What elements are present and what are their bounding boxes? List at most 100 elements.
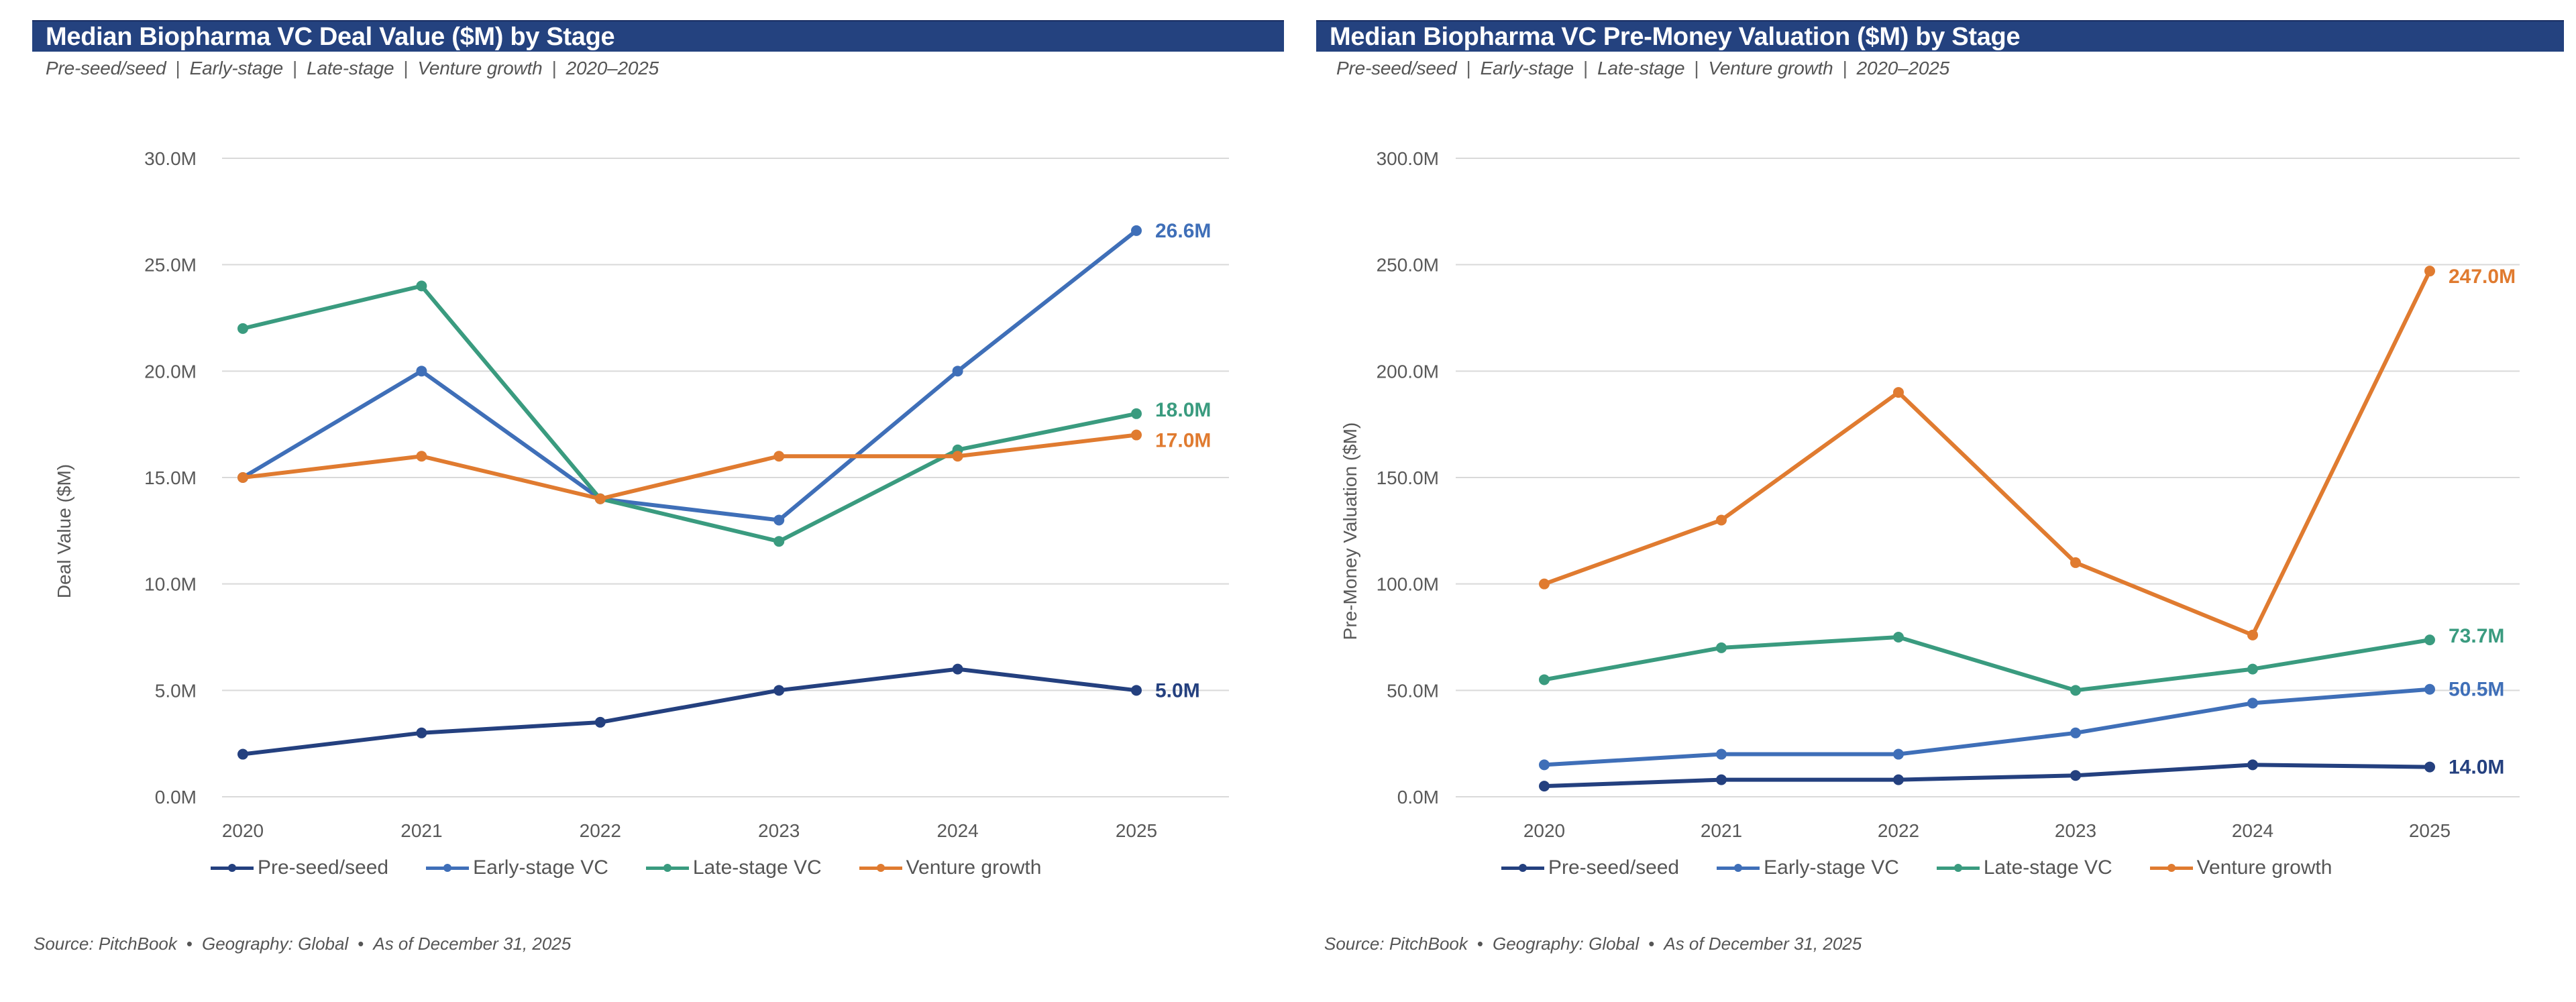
data-point[interactable] [773,536,785,547]
legend-label: Late-stage VC [1983,856,2112,879]
data-point[interactable] [773,514,785,526]
data-point[interactable] [2247,698,2258,709]
legend-label: Pre-seed/seed [1548,856,1680,879]
y-tick-label: 10.0M [144,574,197,595]
legend-item-late-stage[interactable]: Late-stage VC [645,856,822,879]
subtitle-part: Late-stage [307,58,394,78]
data-point[interactable] [237,748,248,760]
data-point[interactable] [1131,429,1142,441]
data-point[interactable] [1131,685,1142,696]
legend-item-pre-seed[interactable]: Pre-seed/seed [1501,856,1679,879]
pre-money-valuation-line-chart: 0.0M 50.0M 100.0M 150.0M 200.0M 250.0M 300.0M P… [1340,148,2520,841]
data-point[interactable] [1893,632,1904,643]
series-line-late-stage-vc[interactable] [241,284,1138,544]
end-value-label: 18.0M [1155,399,1211,421]
data-point[interactable] [416,727,427,738]
data-point[interactable] [2070,770,2081,781]
data-point[interactable] [416,366,427,377]
subtitle-part: Pre-seed/seed [1336,58,1457,78]
x-tick-label: 2021 [1701,820,1742,841]
data-point[interactable] [2070,727,2081,738]
source-note: Source: PitchBook • Geography: Global • As o… [34,934,572,954]
legend-item-late-stage[interactable]: Late-stage VC [1936,856,2112,879]
data-point[interactable] [416,280,427,292]
data-point[interactable] [2070,685,2081,696]
series-line-early-stage-vc[interactable] [1542,687,2432,767]
data-point[interactable] [2247,663,2258,675]
series-line-venture-growth[interactable] [1542,269,2432,637]
y-tick-label: 300.0M [1377,148,1439,169]
data-point[interactable] [2424,266,2435,277]
deal-value-panel: Median Biopharma VC Deal Value ($M) by S… [32,20,1284,954]
deal-value-line-chart: 0.0M 5.0M 10.0M 15.0M 20.0M 25.0M 30.0M Deal Va… [54,148,1229,841]
y-tick-label: 100.0M [1377,574,1439,595]
subtitle-part: Venture growth [1708,58,1833,78]
y-tick-label: 0.0M [155,787,197,808]
series-line-pre-seed-seed[interactable] [241,667,1138,757]
legend-item-pre-seed[interactable]: Pre-seed/seed [211,856,388,879]
legend-label: Pre-seed/seed [258,856,389,879]
data-point[interactable] [1539,578,1550,590]
subtitle-part: Pre-seed/seed [46,58,166,78]
data-point[interactable] [1131,408,1142,419]
data-point[interactable] [237,472,248,483]
data-point[interactable] [952,663,963,675]
y-tick-label: 15.0M [144,467,197,488]
legend-label: Venture growth [906,856,1042,879]
legend-item-early-stage[interactable]: Early-stage VC [426,856,608,879]
legend-swatch [2149,860,2193,876]
data-point[interactable] [1539,674,1550,685]
data-point[interactable] [1716,774,1727,785]
subtitle-part: Venture growth [417,58,543,78]
end-value-label: 5.0M [1155,679,1200,702]
data-point[interactable] [1893,748,1904,760]
series-line-late-stage-vc[interactable] [1542,635,2432,693]
chart-title-bar: Median Biopharma VC Deal Value ($M) by S… [32,20,1284,52]
y-axis-title: Pre-Money Valuation ($M) [1340,423,1360,641]
chart-subtitle: Pre-seed/seed | Early-stage | Late-stage | Ven… [46,58,659,78]
data-point[interactable] [1893,387,1904,398]
legend-item-early-stage[interactable]: Early-stage VC [1717,856,1899,879]
legend-item-venture-growth[interactable]: Venture growth [2149,856,2332,879]
data-point[interactable] [1716,642,1727,653]
data-point[interactable] [952,366,963,377]
x-tick-label: 2020 [1523,820,1565,841]
series-line-venture-growth[interactable] [241,433,1138,501]
data-point[interactable] [1893,774,1904,785]
source-note: Source: PitchBook • Geography: Global • As o… [1324,934,1862,954]
end-value-label: 14.0M [2449,757,2504,779]
y-tick-label: 150.0M [1377,467,1439,488]
data-point[interactable] [594,493,606,504]
y-tick-label: 200.0M [1377,361,1439,382]
data-point[interactable] [416,451,427,462]
legend-item-venture-growth[interactable]: Venture growth [859,856,1042,879]
data-point[interactable] [1539,759,1550,771]
legend-swatch [645,860,689,876]
data-point[interactable] [1131,225,1142,236]
data-point[interactable] [952,451,963,462]
data-point[interactable] [2424,683,2435,695]
data-point[interactable] [2247,629,2258,641]
series-line-pre-seed-seed[interactable] [1542,763,2432,789]
legend-swatch [859,860,902,876]
data-point[interactable] [2247,759,2258,771]
data-point[interactable] [1539,781,1550,792]
series-line-early-stage-vc[interactable] [241,228,1138,522]
y-axis-title: Deal Value ($M) [54,464,74,598]
data-point[interactable] [237,323,248,334]
source-part: As of December 31, 2025 [373,934,572,954]
subtitle-part: 2020–2025 [1856,58,1950,78]
data-point[interactable] [2070,557,2081,568]
legend-swatch [211,860,254,876]
y-tick-label: 0.0M [1397,787,1439,808]
data-point[interactable] [594,716,606,728]
data-point[interactable] [1716,748,1727,760]
chart-title: Median Biopharma VC Deal Value ($M) by S… [46,23,615,51]
x-tick-label: 2022 [1878,820,1919,841]
data-point[interactable] [773,451,785,462]
data-point[interactable] [773,685,785,696]
data-point[interactable] [2424,761,2435,773]
data-point[interactable] [1716,514,1727,526]
legend-label: Late-stage VC [692,856,822,879]
data-point[interactable] [2424,634,2435,646]
